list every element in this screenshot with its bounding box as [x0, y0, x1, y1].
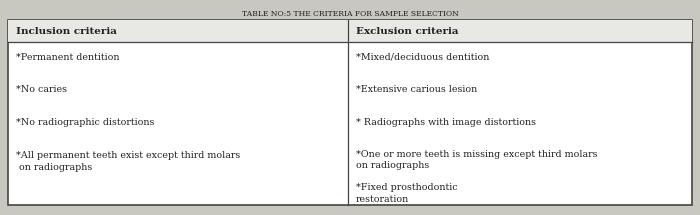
Text: TABLE NO:5 THE CRITERIA FOR SAMPLE SELECTION: TABLE NO:5 THE CRITERIA FOR SAMPLE SELEC… [241, 10, 458, 18]
Text: * Radiographs with image distortions: * Radiographs with image distortions [356, 118, 536, 127]
Text: *One or more teeth is missing except third molars
on radiographs: *One or more teeth is missing except thi… [356, 150, 598, 170]
Text: *No caries: *No caries [16, 85, 67, 94]
Bar [8, 20, 692, 42]
Text: Exclusion criteria: Exclusion criteria [356, 26, 458, 35]
Text: *Permanent dentition: *Permanent dentition [16, 53, 120, 62]
Text: *Mixed/deciduous dentition: *Mixed/deciduous dentition [356, 53, 489, 62]
Text: *Fixed prosthodontic
restoration: *Fixed prosthodontic restoration [356, 183, 458, 204]
Text: *No radiographic distortions: *No radiographic distortions [16, 118, 155, 127]
Text: *All permanent teeth exist except third molars
 on radiographs: *All permanent teeth exist except third … [16, 151, 240, 172]
Bar [8, 20, 692, 205]
Text: *Extensive carious lesion: *Extensive carious lesion [356, 85, 477, 94]
Text: Inclusion criteria: Inclusion criteria [16, 26, 117, 35]
